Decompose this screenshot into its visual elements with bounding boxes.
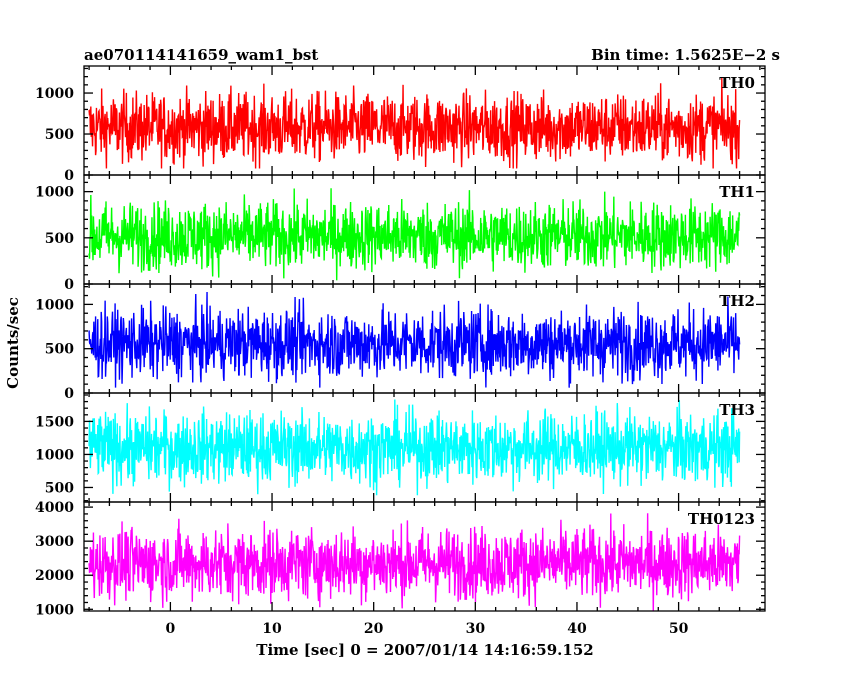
y-tick-label: 0	[64, 168, 74, 184]
y-tick-label: 3000	[35, 534, 74, 550]
panel-label-th1: TH1	[719, 183, 755, 201]
y-tick-label: 1000	[35, 185, 74, 201]
x-tick-label: 10	[262, 621, 282, 637]
series-line-th0	[88, 77, 741, 169]
y-tick-label: 500	[45, 127, 74, 143]
y-tick-label: 1000	[35, 447, 74, 463]
x-tick-label: 0	[166, 621, 176, 637]
panel-label-th0123: TH0123	[688, 510, 755, 528]
x-tick-label: 50	[669, 621, 689, 637]
chart-title-right: Bin time: 1.5625E−2 s	[591, 46, 780, 64]
x-tick-label: 40	[567, 621, 587, 637]
y-tick-label: 4000	[35, 500, 74, 516]
panel-frame	[83, 501, 766, 612]
series-line-th1	[88, 188, 741, 281]
panel-label-th2: TH2	[719, 292, 755, 310]
y-tick-label: 1500	[35, 414, 74, 430]
panel-label-th0: TH0	[719, 74, 755, 92]
y-tick-label: 500	[45, 342, 74, 358]
series-line-th0123	[88, 513, 741, 612]
y-tick-label: 1000	[35, 86, 74, 102]
x-tick-label: 20	[364, 621, 384, 637]
series-line-th2	[88, 292, 741, 388]
y-tick-label: 2000	[35, 568, 74, 584]
chart-title-left: ae070114141659_wam1_bst	[84, 46, 318, 64]
y-tick-label: 500	[45, 231, 74, 247]
series-line-th3	[88, 399, 741, 496]
panel-label-th3: TH3	[719, 401, 755, 419]
y-axis-label: Counts/sec	[4, 297, 22, 389]
panel-th3: 500 1000 1500 TH3	[35, 392, 766, 503]
panel-th0: 0 500 1000 TH0	[35, 65, 766, 184]
y-tick-label: 0	[64, 277, 74, 293]
x-tick-label: 30	[466, 621, 486, 637]
y-tick-label: 1000	[35, 297, 74, 313]
panel-th0123: 1000 2000 3000 4000 TH0123	[35, 500, 766, 618]
y-tick-label: 500	[45, 480, 74, 496]
panel-th1: 0 500 1000 TH1	[35, 174, 766, 293]
x-tick-labels: 0 10 20 30 40 50	[166, 621, 689, 637]
y-tick-label: 1000	[35, 602, 74, 618]
x-axis-label: Time [sec] 0 = 2007/01/14 14:16:59.152	[256, 641, 593, 659]
panel-th2: 0 500 1000 TH2	[35, 283, 766, 402]
y-tick-label: 0	[64, 386, 74, 402]
